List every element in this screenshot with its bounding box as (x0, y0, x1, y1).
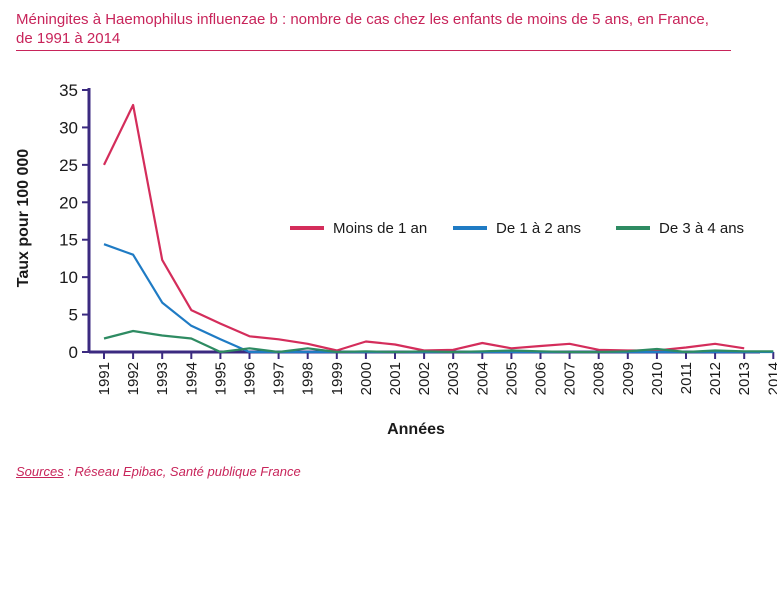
y-tick-label: 10 (59, 268, 78, 287)
x-tick-label: 2005 (503, 362, 520, 395)
chart-title-line-1: Méningites à Haemophilus influenzae b : … (16, 11, 709, 28)
series-line-3 (103, 329, 774, 354)
x-axis-ticks: 1991 1992 1993 1994 1995 1996 1997 1998 1999 2000… (96, 352, 777, 395)
x-tick-label: 2002 (416, 362, 433, 395)
x-tick-label: 2014 (765, 362, 777, 395)
x-tick-label: 2000 (358, 362, 375, 395)
x-axis-label: Années (387, 421, 445, 438)
x-tick-label: 2011 (678, 362, 695, 394)
x-tick-label: 2010 (649, 362, 666, 395)
y-tick-label: 35 (59, 81, 78, 100)
x-tick-label: 2001 (387, 362, 404, 395)
y-tick-label: 20 (59, 193, 78, 212)
x-tick-label: 2006 (533, 362, 550, 395)
x-tick-label: 1998 (300, 362, 317, 395)
x-tick-label: 2012 (707, 362, 724, 395)
x-tick-label: 1999 (329, 362, 346, 395)
x-tick-label: 2004 (474, 362, 491, 395)
source-label: Sources (16, 464, 64, 479)
x-tick-label: 1991 (96, 362, 113, 395)
chart-series (103, 103, 774, 354)
x-tick-label: 1994 (183, 362, 200, 395)
x-tick-label: 2007 (562, 362, 579, 395)
y-tick-label: 5 (69, 306, 78, 325)
y-tick-label: 25 (59, 156, 78, 175)
x-tick-label: 1992 (125, 362, 142, 395)
y-tick-label: 30 (59, 118, 78, 137)
title-underline (16, 50, 731, 51)
legend-label-1: Moins de 1 an (333, 220, 427, 237)
y-axis-ticks: 0 5 10 15 20 25 30 35 (59, 81, 89, 362)
series-line-2 (103, 243, 774, 354)
x-tick-label: 1997 (271, 362, 288, 395)
x-tick-label: 2009 (620, 362, 637, 395)
x-tick-label: 2003 (445, 362, 462, 395)
source-note: Sources : Réseau Epibac, Santé publique … (16, 464, 301, 479)
y-tick-label: 15 (59, 231, 78, 250)
x-tick-label: 2013 (736, 362, 753, 395)
legend-label-2: De 1 à 2 ans (496, 220, 581, 237)
x-tick-label: 1993 (154, 362, 171, 395)
source-text: : Réseau Epibac, Santé publique France (63, 464, 301, 479)
x-tick-label: 1995 (212, 362, 229, 395)
chart-title-line-2: de 1991 à 2014 (16, 30, 121, 47)
x-tick-label: 2008 (591, 362, 608, 395)
x-tick-label: 1996 (242, 362, 259, 395)
chart-title: Méningites à Haemophilus influenzae b : … (16, 10, 756, 48)
y-tick-label: 0 (69, 343, 78, 362)
legend-label-3: De 3 à 4 ans (659, 220, 744, 237)
y-axis-label: Taux pour 100 000 (15, 149, 32, 288)
chart-legend: Moins de 1 an De 1 à 2 ans De 3 à 4 ans (290, 220, 744, 237)
